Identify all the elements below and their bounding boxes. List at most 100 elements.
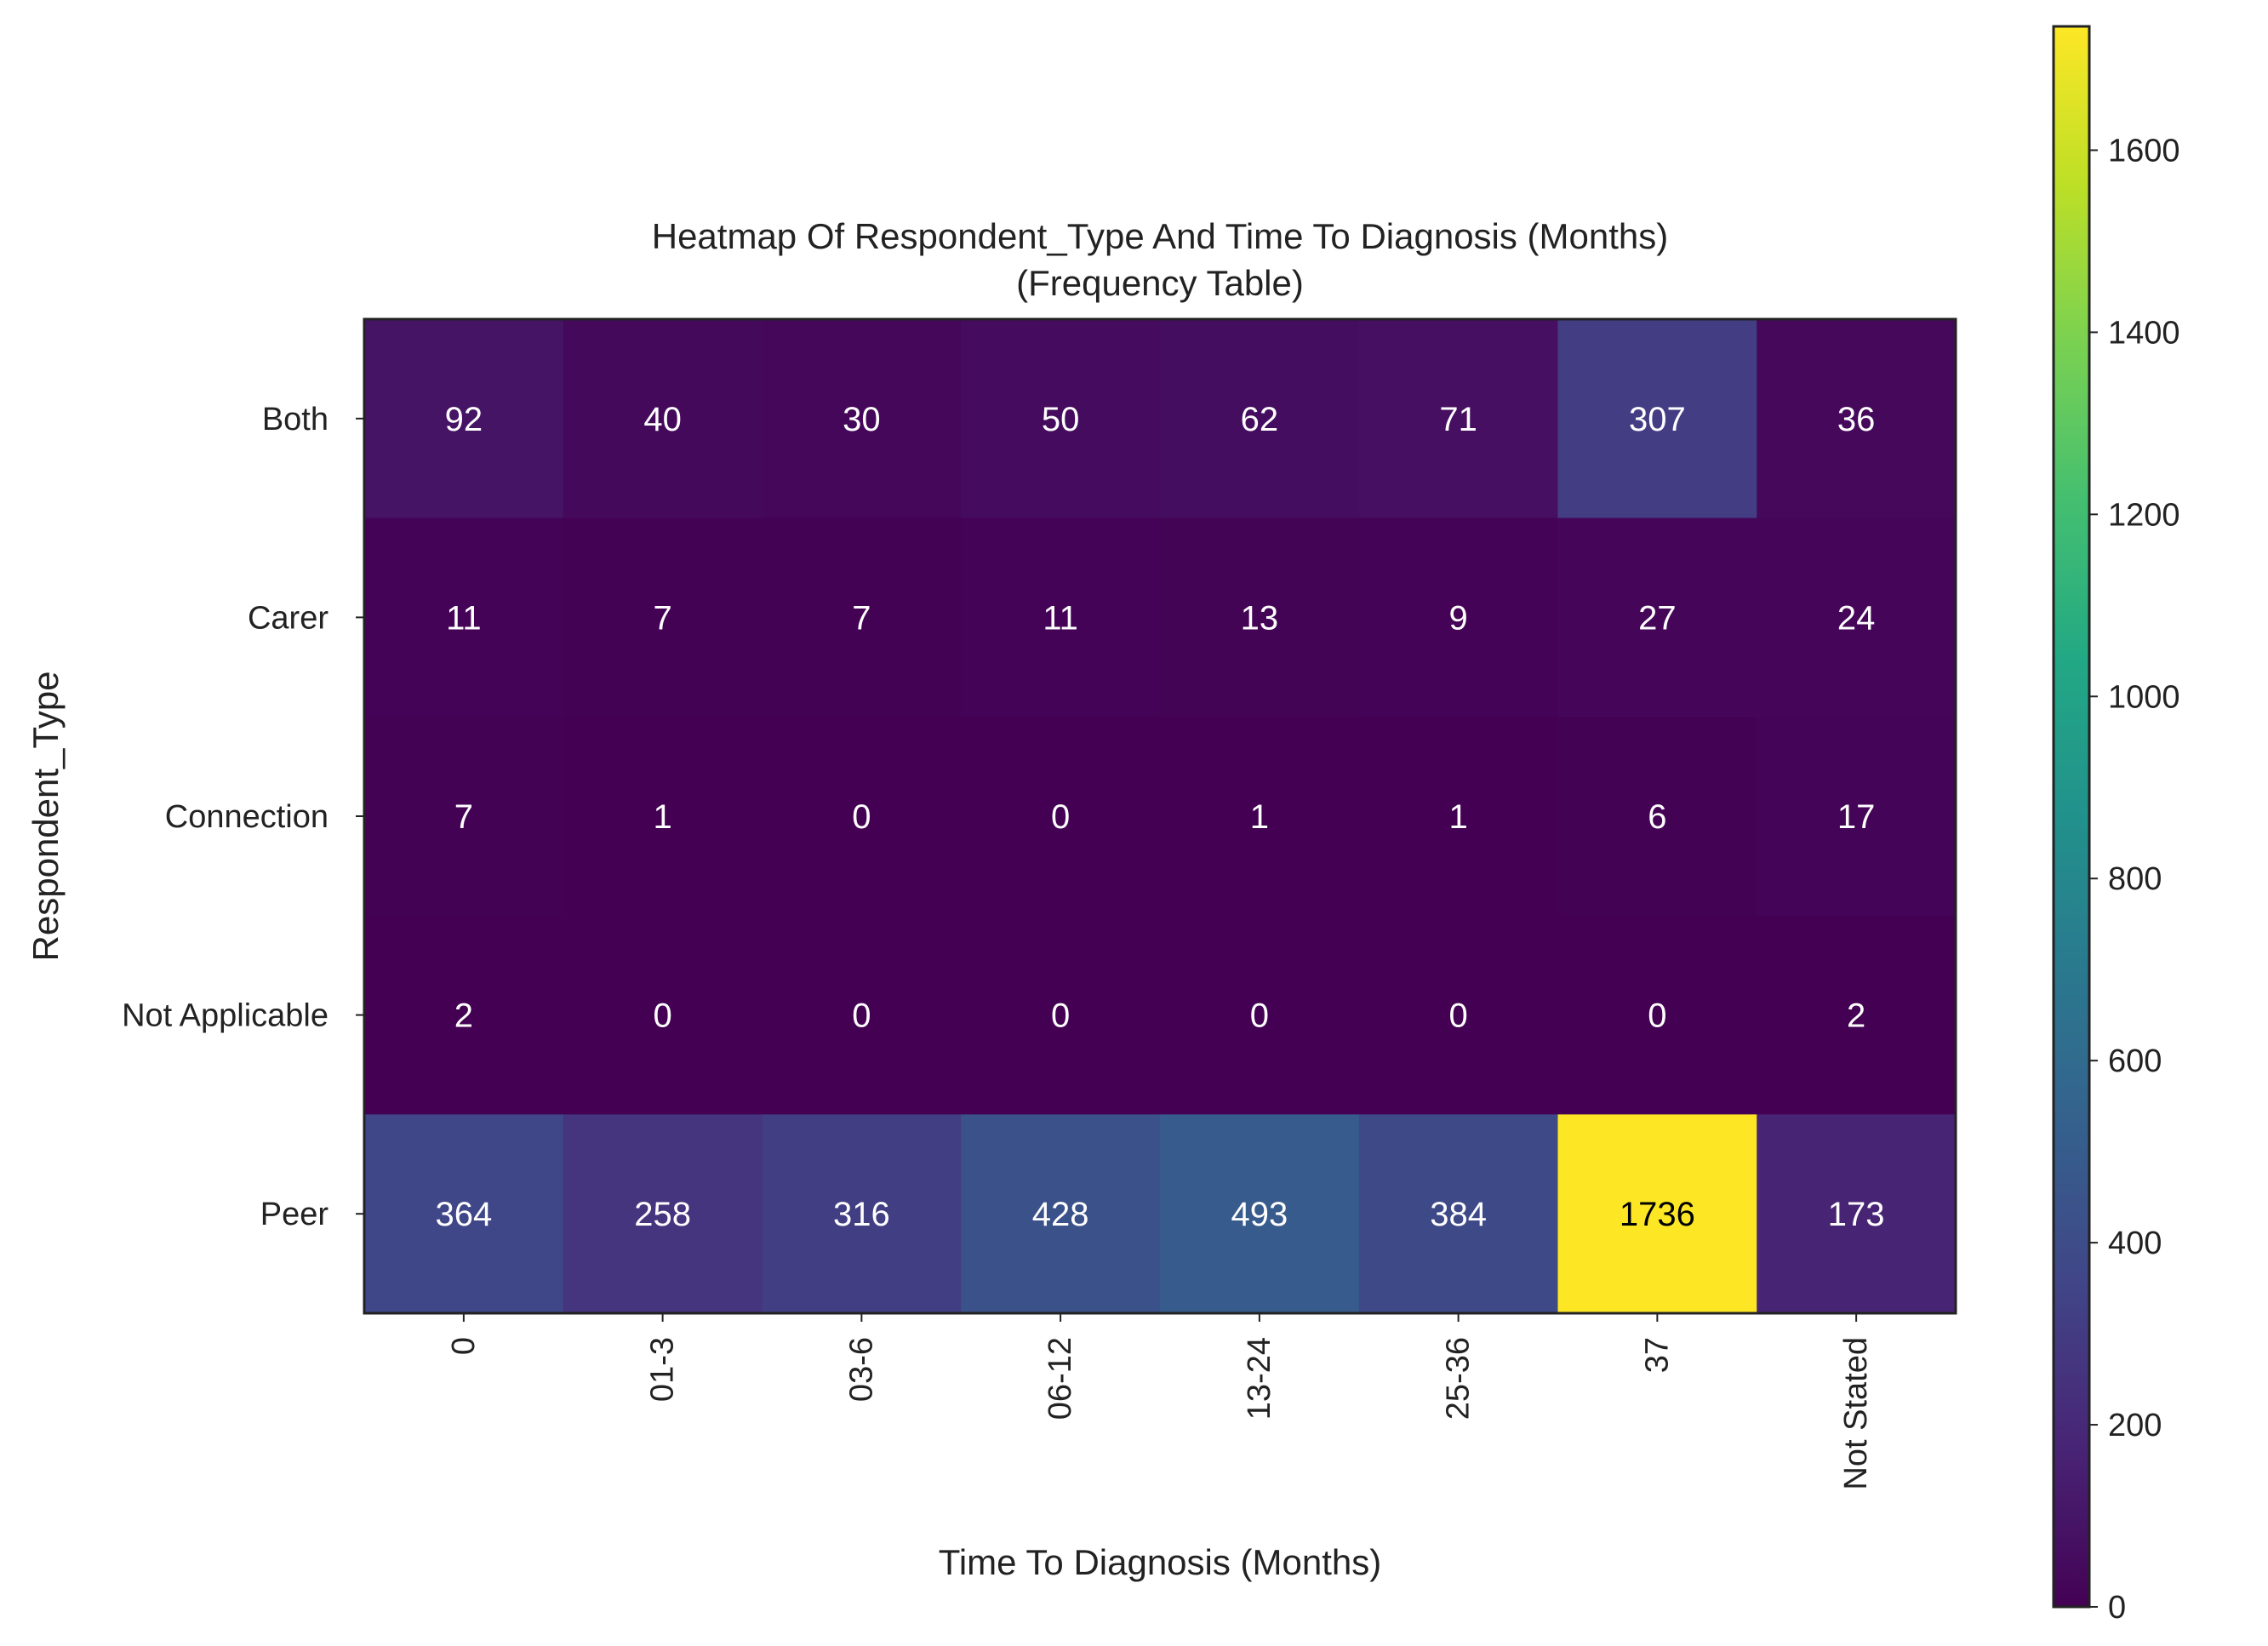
- cell-value-label: 1: [1250, 798, 1269, 836]
- cell-value-label: 62: [1241, 401, 1279, 438]
- y-axis-label: Respondent_Type: [26, 672, 66, 962]
- cell-value-label: 493: [1231, 1196, 1288, 1233]
- heatmap-cell: [364, 319, 564, 519]
- cell-value-label: 0: [654, 997, 672, 1035]
- y-tick-label: Both: [262, 402, 328, 437]
- cell-value-label: 2: [454, 997, 473, 1035]
- x-tick-label: 03-6: [843, 1337, 879, 1402]
- heatmap-cell: [364, 717, 564, 917]
- cell-value-label: 1: [654, 798, 672, 836]
- cell-value-label: 0: [1051, 798, 1070, 836]
- heatmap-cell: [1757, 319, 1957, 519]
- cell-value-label: 6: [1648, 798, 1666, 836]
- colorbar: [2054, 26, 2089, 1607]
- heatmap-cell: [762, 319, 962, 519]
- cell-value-label: 0: [852, 798, 871, 836]
- heatmap-cell: [563, 915, 763, 1115]
- cell-value-label: 173: [1828, 1196, 1885, 1233]
- cell-value-label: 0: [1051, 997, 1070, 1035]
- cell-value-label: 258: [634, 1196, 691, 1233]
- heatmap-cells: [364, 319, 1957, 1314]
- cell-value-label: 11: [446, 599, 482, 637]
- heatmap-cell: [1160, 915, 1360, 1115]
- y-tick-label: Connection: [165, 799, 328, 835]
- cell-value-label: 50: [1042, 401, 1080, 438]
- heatmap-cell: [762, 717, 962, 917]
- cell-value-label: 7: [852, 599, 871, 637]
- chart-subtitle: (Frequency Table): [1016, 263, 1304, 303]
- heatmap-cell: [762, 1114, 962, 1314]
- cell-value-label: 11: [1043, 599, 1078, 637]
- heatmap-cell: [1557, 915, 1757, 1115]
- cell-value-label: 24: [1837, 599, 1876, 637]
- x-tick-label: 01-3: [645, 1337, 681, 1402]
- heatmap-cell: [1358, 319, 1558, 519]
- heatmap-cell: [1757, 517, 1957, 717]
- heatmap-cell: [762, 915, 962, 1115]
- heatmap-cell: [961, 1114, 1161, 1314]
- y-tick-label: Carer: [248, 600, 328, 636]
- heatmap-cell: [1160, 517, 1360, 717]
- cell-value-label: 307: [1629, 401, 1686, 438]
- heatmap-cell: [1358, 915, 1558, 1115]
- cell-value-label: 30: [843, 401, 881, 438]
- heatmap-cell: [1160, 717, 1360, 917]
- colorbar-tick-label: 1600: [2108, 133, 2180, 169]
- chart-title: Heatmap Of Respondent_Type And Time To D…: [652, 216, 1669, 256]
- colorbar-tick-label: 1000: [2108, 679, 2180, 715]
- heatmap-cell: [1358, 717, 1558, 917]
- heatmap-cell: [1757, 717, 1957, 917]
- cell-value-label: 0: [1250, 997, 1269, 1035]
- heatmap-cell: [961, 517, 1161, 717]
- cell-value-label: 9: [1449, 599, 1468, 637]
- x-tick-label: 06-12: [1043, 1337, 1078, 1420]
- heatmap-cell: [1557, 1114, 1757, 1314]
- x-tick-label: 25-36: [1441, 1337, 1477, 1420]
- heatmap-cell: [1757, 915, 1957, 1115]
- heatmap-cell: [1160, 1114, 1360, 1314]
- colorbar-tick-label: 400: [2108, 1226, 2162, 1261]
- colorbar-tick-label: 1200: [2108, 497, 2180, 533]
- y-axis-ticks: Both Carer Connection Not Applicable Peer: [122, 402, 364, 1232]
- heatmap-cell: [762, 517, 962, 717]
- cell-value-label: 0: [1449, 997, 1468, 1035]
- heatmap-cell: [364, 1114, 564, 1314]
- x-tick-label: 0: [446, 1337, 482, 1355]
- cell-value-label: 1736: [1620, 1196, 1695, 1233]
- x-tick-label: Not Stated: [1838, 1337, 1874, 1490]
- heatmap-cell: [1358, 1114, 1558, 1314]
- x-tick-label: 13-24: [1242, 1337, 1277, 1420]
- heatmap-cell: [1557, 319, 1757, 519]
- y-tick-label: Peer: [260, 1197, 329, 1232]
- colorbar-tick-label: 200: [2108, 1408, 2162, 1443]
- cell-value-label: 13: [1241, 599, 1279, 637]
- heatmap-cell: [961, 717, 1161, 917]
- cell-value-label: 384: [1430, 1196, 1487, 1233]
- cell-value-label: 17: [1837, 798, 1876, 836]
- colorbar-tick-label: 1400: [2108, 315, 2180, 351]
- cell-value-label: 428: [1032, 1196, 1089, 1233]
- heatmap-cell: [364, 517, 564, 717]
- heatmap-cell: [563, 1114, 763, 1314]
- x-tick-label: 37: [1639, 1337, 1675, 1373]
- heatmap-cell: [563, 517, 763, 717]
- heatmap-cell: [364, 915, 564, 1115]
- heatmap-cell: [1160, 319, 1360, 519]
- heatmap-cell: [1557, 717, 1757, 917]
- colorbar-frame: [2052, 25, 2091, 1609]
- heatmap-cell: [961, 915, 1161, 1115]
- cell-value-label: 40: [643, 401, 682, 438]
- colorbar-tick-label: 800: [2108, 861, 2162, 897]
- x-axis-label: Time To Diagnosis (Months): [939, 1542, 1382, 1582]
- heatmap-cell: [1358, 517, 1558, 717]
- heatmap-cell: [961, 319, 1161, 519]
- cell-value-label: 0: [852, 997, 871, 1035]
- cell-value-label: 71: [1439, 401, 1477, 438]
- heatmap-cell: [1557, 517, 1757, 717]
- heatmap-cell: [1757, 1114, 1957, 1314]
- cell-value-label: 2: [1847, 997, 1865, 1035]
- cell-value-label: 27: [1638, 599, 1677, 637]
- colorbar-tick-label: 0: [2108, 1590, 2126, 1626]
